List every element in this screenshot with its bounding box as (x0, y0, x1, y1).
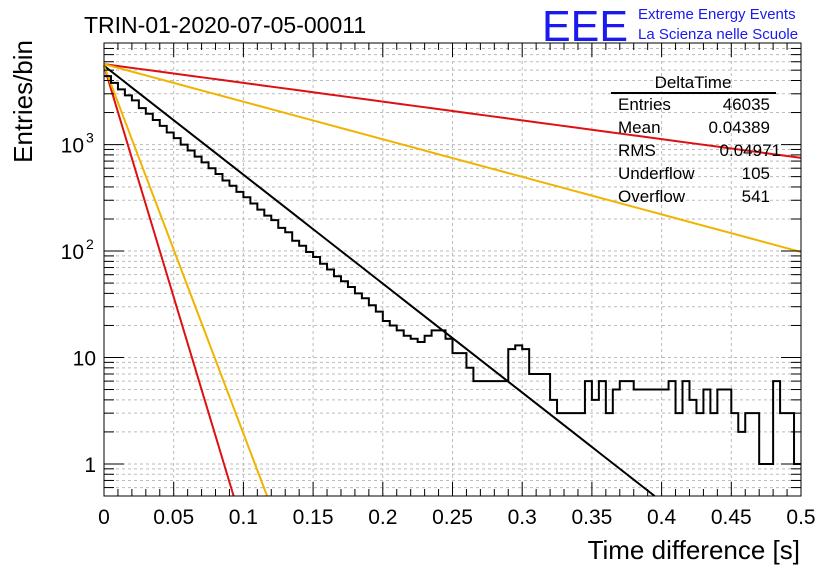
x-tick-label: 0.2 (368, 506, 397, 529)
histogram (104, 75, 801, 465)
x-tick-label: 0 (98, 506, 110, 529)
x-tick-label: 0.4 (647, 506, 677, 529)
x-tick-label: 0.35 (571, 506, 612, 529)
y-tick-label: 1 (84, 454, 96, 477)
x-axis-label: Time difference [s] (588, 535, 800, 565)
x-tick-label: 0.05 (153, 506, 194, 529)
y-tick-exponent: 2 (86, 236, 94, 252)
fit-curve (103, 63, 802, 253)
stats-box: DeltaTime Entries 46035 Mean 0.04389 RMS… (611, 73, 781, 206)
stats-value: 46035 (723, 95, 770, 114)
axis-ticks (103, 42, 802, 496)
histogram-steps (104, 75, 801, 465)
x-tick-label: 0.5 (786, 506, 815, 529)
fit-curve (103, 63, 802, 159)
y-tick-label: 10 (73, 347, 96, 370)
stats-value: 541 (742, 187, 770, 206)
logo-mark: EEE (542, 2, 628, 51)
stats-label: RMS (618, 141, 656, 160)
y-tick-label: 10 (61, 135, 84, 158)
stats-label: Entries (618, 95, 671, 114)
fit-curve (103, 65, 235, 497)
y-tick-label: 10 (61, 241, 84, 264)
stats-label: Underflow (618, 164, 695, 183)
x-tick-label: 0.1 (229, 506, 258, 529)
stats-label: Overflow (618, 187, 686, 206)
y-tick-exponent: 3 (86, 130, 94, 146)
y-axis-label: Entries/bin (8, 40, 38, 163)
fit-curve (103, 65, 269, 497)
chart-title: TRIN-01-2020-07-05-00011 (84, 12, 366, 38)
eee-logo: EEE Extreme Energy Events La Scienza nel… (542, 2, 798, 51)
x-tick-label: 0.25 (432, 506, 473, 529)
fit-curves (103, 63, 802, 497)
logo-line-1: Extreme Energy Events (638, 6, 796, 23)
x-tick-label: 0.15 (293, 506, 334, 529)
stats-value: 0.04971 (720, 141, 781, 160)
logo-line-2: La Scienza nelle Scuole (638, 26, 798, 43)
x-tick-label: 0.45 (711, 506, 752, 529)
stats-value: 105 (742, 164, 770, 183)
fit-curve (103, 64, 656, 497)
x-tick-labels: 0 0.05 0.1 0.15 0.2 0.25 0.3 0.35 0.4 0.45 0.5 (98, 506, 815, 529)
stats-value: 0.04389 (709, 118, 770, 137)
stats-title: DeltaTime (655, 73, 732, 92)
x-tick-label: 0.3 (508, 506, 537, 529)
stats-label: Mean (618, 118, 661, 137)
